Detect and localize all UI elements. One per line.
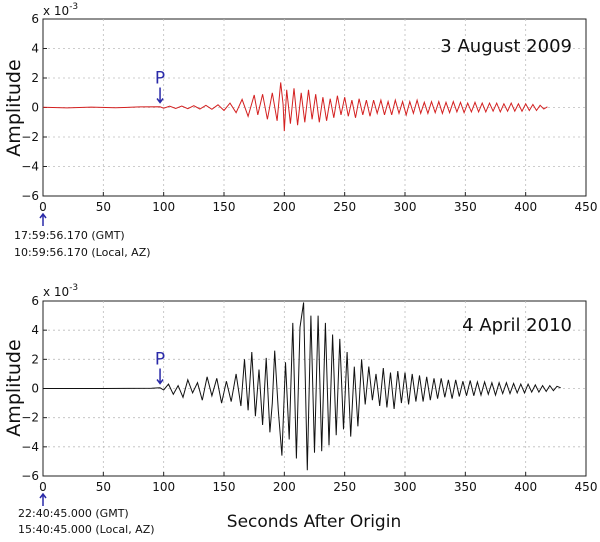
seismogram-trace bbox=[42, 82, 548, 132]
p-wave-label: P bbox=[155, 69, 165, 89]
x-tick-label: 50 bbox=[96, 200, 111, 214]
y-axis-label: Amplitude bbox=[3, 59, 25, 156]
y-tick-label: −6 bbox=[21, 469, 39, 483]
y-tick-label: 4 bbox=[31, 42, 39, 56]
origin-time-local: 10:59:56.170 (Local, AZ) bbox=[14, 246, 151, 259]
y-tick-label: −2 bbox=[21, 130, 39, 144]
event-date-label: 3 August 2009 bbox=[440, 36, 572, 57]
event-date-label: 4 April 2010 bbox=[462, 315, 572, 336]
origin-arrow bbox=[39, 212, 47, 226]
x-tick-label: 450 bbox=[575, 480, 598, 494]
origin-time-gmt: 22:40:45.000 (GMT) bbox=[18, 507, 129, 520]
x-tick-label: 100 bbox=[152, 480, 175, 494]
y-tick-label: 0 bbox=[31, 382, 39, 396]
y-tick-label: 6 bbox=[31, 294, 39, 308]
origin-time-gmt: 17:59:56.170 (GMT) bbox=[14, 229, 125, 242]
p-wave-arrow bbox=[156, 87, 164, 104]
x-axis-label: Seconds After Origin bbox=[227, 512, 401, 532]
y-tick-label: 4 bbox=[31, 323, 39, 337]
y-tick-label: −4 bbox=[21, 440, 39, 454]
x-tick-label: 50 bbox=[96, 480, 111, 494]
y-tick-label: 2 bbox=[31, 352, 39, 366]
x-tick-label: 0 bbox=[39, 200, 47, 214]
y-tick-label: −6 bbox=[21, 189, 39, 203]
x-tick-label: 250 bbox=[333, 480, 356, 494]
origin-arrow bbox=[39, 492, 47, 506]
grid-layer bbox=[43, 19, 586, 196]
x-tick-label: 100 bbox=[152, 200, 175, 214]
seismogram-trace bbox=[43, 302, 561, 471]
tick-layer: 0 50 100 150 200 250 300 350 400 450 −6 −4 −2 0 2 4 6 bbox=[21, 294, 597, 494]
x-tick-label: 300 bbox=[394, 480, 417, 494]
x-tick-label: 150 bbox=[213, 480, 236, 494]
p-wave-arrow bbox=[156, 368, 164, 385]
y-tick-label: −2 bbox=[21, 411, 39, 425]
x-tick-label: 350 bbox=[454, 480, 477, 494]
x-tick-label: 400 bbox=[514, 480, 537, 494]
y-axis-label: Amplitude bbox=[3, 339, 25, 436]
tick-layer: 0 50 100 150 200 250 300 350 400 450 −6 −4 −2 0 2 4 6 bbox=[21, 12, 597, 214]
panel-april-2010: 0 50 100 150 200 250 300 350 400 450 −6 −4 −2 0 2 4 6 4 … bbox=[3, 283, 597, 536]
y-tick-label: −4 bbox=[21, 160, 39, 174]
y-tick-label: 0 bbox=[31, 101, 39, 115]
x-tick-label: 350 bbox=[454, 200, 477, 214]
x-tick-label: 0 bbox=[39, 480, 47, 494]
x-tick-label: 200 bbox=[273, 200, 296, 214]
exponent-label: x 10-3 bbox=[43, 283, 78, 299]
origin-time-local: 15:40:45.000 (Local, AZ) bbox=[18, 523, 155, 536]
x-tick-label: 200 bbox=[273, 480, 296, 494]
x-tick-label: 250 bbox=[333, 200, 356, 214]
x-tick-label: 400 bbox=[514, 200, 537, 214]
x-tick-label: 150 bbox=[213, 200, 236, 214]
p-wave-label: P bbox=[155, 350, 165, 370]
exponent-label: x 10-3 bbox=[43, 2, 78, 18]
y-tick-label: 6 bbox=[31, 12, 39, 26]
panel-august-2009: 0 50 100 150 200 250 300 350 400 450 −6 −4 −2 0 2 4 6 3 … bbox=[3, 2, 597, 259]
x-tick-label: 450 bbox=[575, 200, 598, 214]
x-tick-label: 300 bbox=[394, 200, 417, 214]
y-tick-label: 2 bbox=[31, 71, 39, 85]
